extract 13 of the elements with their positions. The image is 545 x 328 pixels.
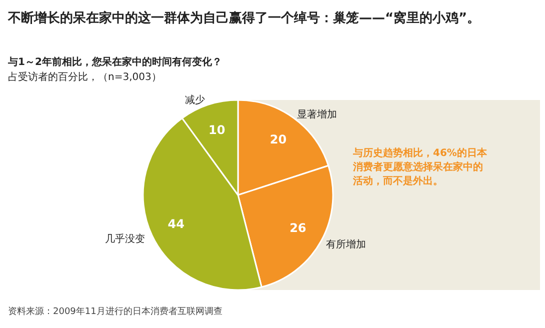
chart-title: 不断增长的呆在家中的这一群体为自己赢得了一个绰号：巢笼——“窝里的小鸡”。 xyxy=(8,10,480,27)
data-label: 26 xyxy=(290,220,306,235)
text: 占受访者的百分比，（n=3,003） xyxy=(8,70,162,84)
text: 与历史趋势相比，46%的日本消费者更愿意选择呆在家中的活动，而不是外出。 xyxy=(353,147,488,189)
data-label: 20 xyxy=(270,132,287,147)
slice-label: 显著增加 xyxy=(297,108,338,121)
data-label: 10 xyxy=(208,122,226,137)
slice-label: 几乎没变 xyxy=(104,232,145,245)
data-label: 44 xyxy=(168,217,184,232)
slice-label: 减少 xyxy=(184,94,205,106)
text: 资料来源：2009年11月进行的日本消费者互联网调查 xyxy=(8,306,222,318)
slice-label: 有所增加 xyxy=(326,238,366,251)
chart-subtitle: 与1～2年前相比，您呆在家中的时间有何变化？ xyxy=(8,55,222,69)
